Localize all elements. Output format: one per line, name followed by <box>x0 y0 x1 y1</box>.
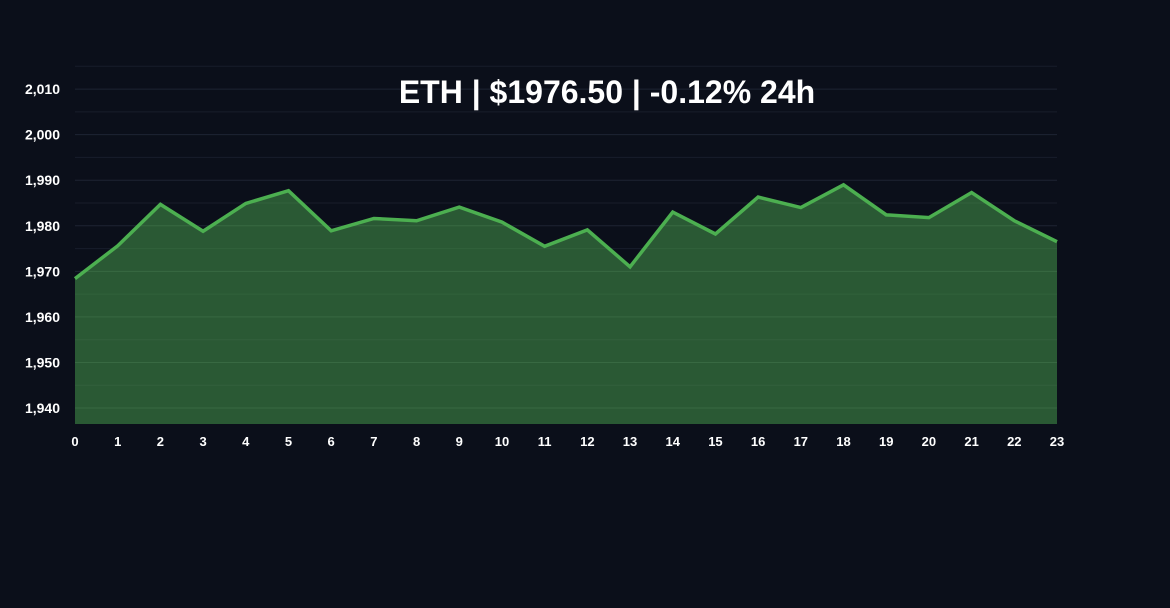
y-tick-label: 1,960 <box>25 309 60 325</box>
x-tick-label: 17 <box>794 434 808 449</box>
x-tick-label: 7 <box>370 434 377 449</box>
x-tick-label: 2 <box>157 434 164 449</box>
x-tick-label: 4 <box>242 434 250 449</box>
x-tick-label: 5 <box>285 434 292 449</box>
x-tick-label: 6 <box>328 434 335 449</box>
x-tick-label: 20 <box>922 434 936 449</box>
x-tick-label: 18 <box>836 434 850 449</box>
y-tick-label: 2,010 <box>25 81 60 97</box>
x-axis: 0 1 2 3 4 5 6 7 8 9 10 11 12 13 14 15 16 17 18 19 20 21 22 23 <box>71 434 1064 449</box>
x-tick-label: 8 <box>413 434 420 449</box>
x-tick-label: 12 <box>580 434 594 449</box>
y-tick-label: 1,990 <box>25 172 60 188</box>
y-tick-label: 1,940 <box>25 400 60 416</box>
y-tick-label: 1,980 <box>25 218 60 234</box>
x-tick-label: 3 <box>199 434 206 449</box>
y-tick-label: 1,970 <box>25 263 60 279</box>
x-tick-label: 1 <box>114 434 121 449</box>
x-tick-label: 15 <box>708 434 722 449</box>
price-area-fill <box>75 184 1057 424</box>
x-tick-label: 22 <box>1007 434 1021 449</box>
x-tick-label: 19 <box>879 434 893 449</box>
x-tick-label: 10 <box>495 434 509 449</box>
x-tick-label: 13 <box>623 434 637 449</box>
x-tick-label: 21 <box>964 434 978 449</box>
x-tick-label: 14 <box>666 434 681 449</box>
x-tick-label: 11 <box>538 434 552 449</box>
price-line <box>73 182 1058 281</box>
y-axis: 1,940 1,950 1,960 1,970 1,980 1,990 2,000 2,010 <box>25 81 60 416</box>
y-tick-label: 2,000 <box>25 127 60 143</box>
x-tick-label: 0 <box>71 434 78 449</box>
x-tick-label: 23 <box>1050 434 1064 449</box>
x-tick-label: 9 <box>456 434 463 449</box>
x-tick-label: 16 <box>751 434 765 449</box>
y-tick-label: 1,950 <box>25 354 60 370</box>
